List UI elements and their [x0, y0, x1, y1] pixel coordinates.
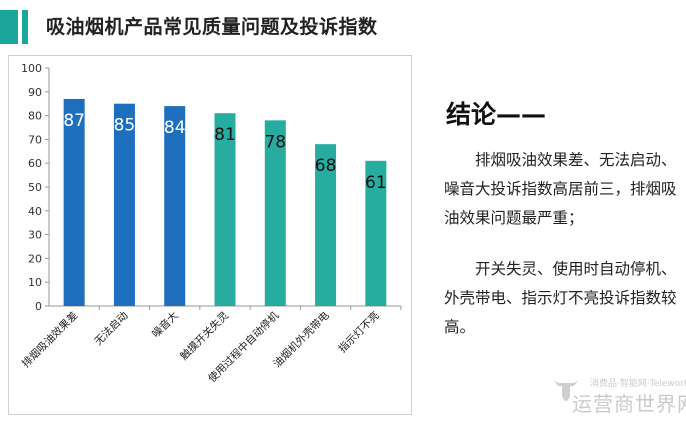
title-accent-bar [0, 10, 18, 44]
page-title: 吸油烟机产品常见质量问题及投诉指数 [46, 16, 378, 38]
y-tick-label: 40 [28, 205, 42, 218]
bar [164, 106, 186, 306]
data-label: 84 [164, 118, 186, 138]
bull-head-icon [554, 380, 578, 401]
y-tick-label: 10 [28, 276, 42, 289]
x-tick-label: 无法启动 [92, 309, 131, 348]
data-label: 61 [365, 173, 387, 193]
conclusion-paragraph-2: 开关失灵、使用时自动停机、外壳带电、指示灯不亮投诉指数较高。 [444, 260, 677, 336]
y-tick-label: 0 [35, 300, 42, 313]
y-tick-label: 50 [28, 181, 42, 194]
data-label: 81 [214, 125, 236, 145]
data-label: 78 [264, 132, 286, 152]
y-tick-label: 60 [28, 157, 42, 170]
data-label: 68 [315, 156, 337, 176]
x-tick-label: 噪音大 [149, 309, 181, 341]
x-tick-label: 排烟吸油效果差 [19, 309, 80, 370]
chart-frame: 0 10 20 30 40 50 60 70 80 90 100 87 排烟吸油效果差 85 无法启动 84 噪… [8, 55, 412, 415]
conclusion-heading: 结论—— [446, 100, 547, 129]
bar [365, 160, 387, 306]
y-tick-label: 80 [28, 110, 42, 123]
watermark-brand: 运营商世界网 [572, 392, 686, 416]
y-tick-label: 30 [28, 229, 42, 242]
bar [113, 103, 135, 306]
watermark-logo: 消费品·智能网·Teleworld 运营商世界网 [552, 372, 686, 418]
conclusion-paragraph-1: 排烟吸油效果差、无法启动、噪音大投诉指数高居前三，排烟吸油效果问题最严重； [444, 151, 677, 227]
bar [214, 113, 236, 306]
y-tick-label: 90 [28, 86, 42, 99]
title-accent-bar-thin [22, 10, 28, 44]
y-tick-label: 100 [21, 62, 42, 75]
data-label: 87 [63, 111, 85, 131]
data-label: 85 [114, 116, 136, 136]
bar-chart: 0 10 20 30 40 50 60 70 80 90 100 87 排烟吸油效果差 85 无法启动 84 噪… [19, 62, 402, 385]
y-tick-label: 20 [28, 252, 42, 265]
y-tick-label: 70 [28, 133, 42, 146]
bar [315, 144, 337, 306]
bar [63, 98, 85, 306]
x-tick-label: 指示灯不亮 [336, 309, 382, 355]
watermark-subtitle: 消费品·智能网·Teleworld [590, 379, 686, 389]
bar [264, 120, 286, 306]
x-tick-label: 触摸开关失灵 [177, 309, 231, 363]
